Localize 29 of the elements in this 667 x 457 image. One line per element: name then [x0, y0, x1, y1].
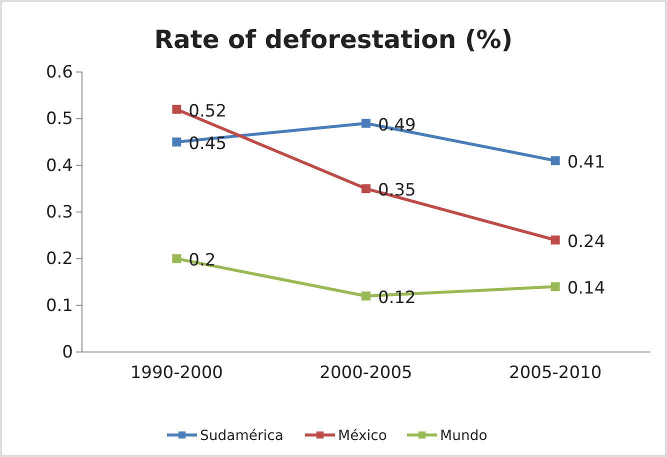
y-tick-label: 0: [62, 342, 73, 362]
y-tick-label: 0.3: [46, 202, 73, 222]
y-tick-label: 0.5: [46, 109, 73, 130]
data-label: 0.52: [188, 101, 227, 122]
point: [362, 118, 370, 128]
data-label: 0.14: [567, 278, 606, 299]
data-label: 0.35: [378, 180, 416, 201]
chart-title: Rate of deforestation (%): [154, 25, 513, 54]
x-tick-label: 1990-2000: [130, 363, 224, 384]
point: [550, 156, 560, 166]
y-tick-label: 0.2: [46, 249, 73, 270]
point: [362, 292, 370, 300]
point: [550, 282, 560, 292]
legend-label: Mundo: [440, 428, 488, 444]
y-tick-label: 0.1: [46, 296, 73, 316]
y-tick-label: 0.6: [46, 62, 73, 82]
x-tick-label: 2000-2005: [320, 363, 412, 384]
point: [172, 104, 182, 114]
data-label: 0.24: [567, 232, 606, 252]
point: [362, 184, 370, 194]
point: [172, 138, 182, 146]
legend-label: Sudamérica: [200, 428, 284, 444]
point: [550, 236, 560, 244]
y-tick-label: 0.4: [46, 156, 73, 176]
data-label: 0.45: [188, 134, 227, 154]
point: [172, 254, 182, 264]
legend-label: México: [338, 428, 387, 444]
data-label: 0.41: [567, 152, 606, 173]
x-tick-label: 2005-2010: [508, 363, 602, 384]
